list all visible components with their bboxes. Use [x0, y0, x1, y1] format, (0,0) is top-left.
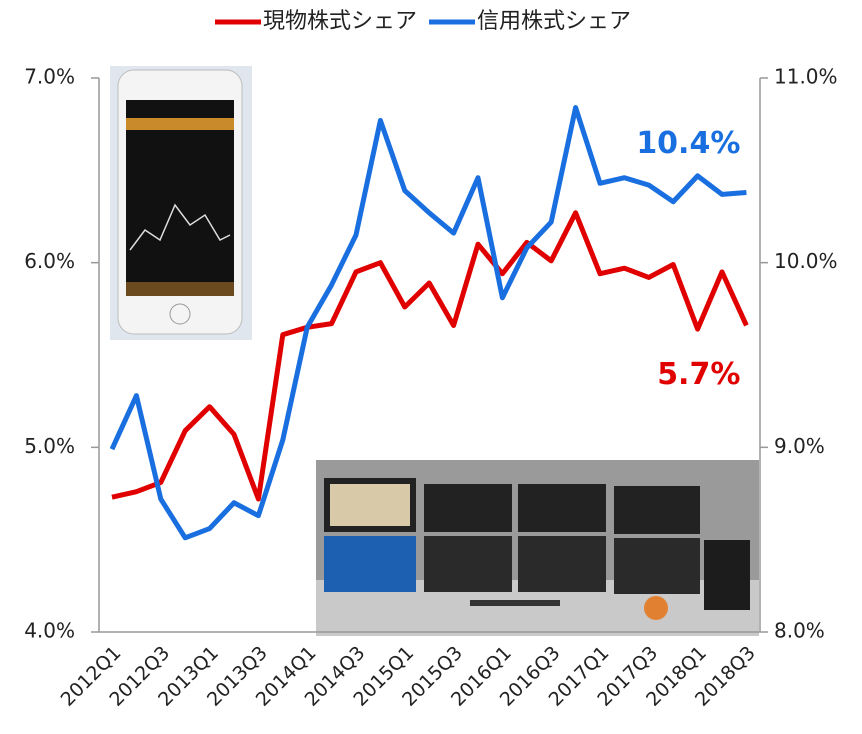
phone-image [110, 66, 252, 340]
value-label: 5.7% [657, 357, 740, 392]
y2-tick-label: 9.0% [774, 434, 825, 458]
y-tick-label: 7.0% [24, 65, 75, 89]
y2-tick-label: 11.0% [774, 65, 838, 89]
series-line [109, 105, 747, 541]
y2-tick-label: 10.0% [774, 249, 838, 273]
value-label: 10.4% [636, 126, 740, 161]
y-tick-label: 4.0% [24, 619, 75, 643]
y-tick-label: 6.0% [24, 249, 75, 273]
legend-label: 信用株式シェア [477, 9, 631, 34]
monitors-image [316, 460, 759, 636]
y-tick-label: 5.0% [24, 434, 75, 458]
legend-label: 現物株式シェア [263, 9, 417, 34]
y2-tick-label: 8.0% [774, 619, 825, 643]
series-line [111, 210, 749, 502]
